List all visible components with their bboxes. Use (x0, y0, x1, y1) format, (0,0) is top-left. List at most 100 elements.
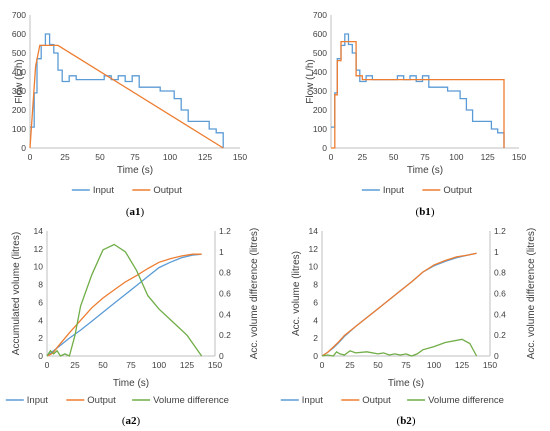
y-tick-label: 4 (313, 315, 318, 325)
caption-label: b2 (400, 415, 412, 427)
y-tick-label: 12 (34, 244, 44, 254)
legend-label: Output (87, 395, 116, 406)
x-axis-title: Time (s) (407, 165, 443, 176)
y2-tick-label: 1 (494, 247, 499, 257)
y-tick-label: 300 (313, 86, 327, 96)
y-tick-label: 6 (313, 297, 318, 307)
y2-tick-label: 0.2 (219, 330, 231, 340)
x-tick-label: 125 (198, 152, 212, 162)
legend-label: Input (383, 185, 404, 196)
x-tick-label: 25 (60, 152, 70, 162)
y-tick-label: 14 (309, 226, 319, 236)
y-tick-label: 10 (34, 262, 44, 272)
y-axis-title: Flow (L/h) (305, 59, 316, 103)
y-tick-label: 4 (38, 315, 43, 325)
panel-caption: (b1) (416, 206, 435, 218)
series-line-output (321, 252, 477, 357)
x-tick-label: 150 (233, 152, 247, 162)
y2-tick-label: 0.4 (219, 309, 231, 319)
y-tick-label: 0 (322, 143, 327, 153)
series-line-volume-difference (46, 243, 203, 357)
legend: Input Output (71, 185, 182, 196)
chart-b1: 0 25 50 75 100 125 150 0 100 200 300 400 500 600 700 Ti… (305, 10, 526, 218)
y-tick-label: 500 (12, 48, 26, 58)
y-axis-title: Flow (L/h) (14, 59, 25, 103)
y2-tick-label: 0 (494, 351, 499, 361)
y-tick-label: 100 (313, 124, 327, 134)
x-tick-label: 0 (45, 360, 50, 370)
y2-tick-label: 1 (219, 247, 224, 257)
y-tick-label: 0 (21, 143, 26, 153)
x-tick-label: 125 (455, 360, 469, 370)
legend-label: Input (27, 395, 48, 406)
x-tick-label: 25 (70, 360, 80, 370)
caption-close-paren: ) (412, 415, 416, 427)
x-tick-label: 75 (420, 152, 430, 162)
y2-tick-label: 0.2 (494, 330, 506, 340)
y-tick-label: 8 (38, 280, 43, 290)
y-tick-label: 400 (313, 67, 327, 77)
y2-tick-label: 0.8 (494, 268, 506, 278)
legend-label: Input (93, 185, 114, 196)
x-tick-label: 125 (481, 152, 495, 162)
y-tick-label: 12 (309, 244, 319, 254)
y-axis-title: Accumulated volume (litres) (11, 232, 22, 355)
y2-axis-title: Acc. volume difference (litres) (249, 228, 260, 360)
legend: Input Output Volume difference (280, 395, 504, 406)
y2-tick-label: 0.4 (494, 309, 506, 319)
caption-close-paren: ) (137, 415, 141, 427)
series-line-output (29, 44, 224, 149)
y-tick-label: 700 (12, 10, 26, 20)
x-tick-label: 100 (163, 152, 177, 162)
y2-tick-label: 0 (219, 351, 224, 361)
chart-a1: 0 25 50 75 100 125 150 0 100 200 300 400 500 600 700 Ti… (12, 10, 248, 218)
x-tick-label: 150 (512, 152, 526, 162)
x-tick-label: 100 (152, 360, 166, 370)
series-line-input (331, 33, 505, 148)
y2-tick-label: 1.2 (494, 226, 506, 236)
x-tick-label: 75 (126, 360, 136, 370)
y2-tick-label: 1.2 (219, 226, 231, 236)
panel-caption: (b2) (397, 415, 416, 427)
y2-tick-label: 0.8 (219, 268, 231, 278)
caption-open-paren: ( (397, 415, 401, 427)
chart-b2: 0 25 50 75 100 125 1500246810121400.20.40.60.8… (280, 226, 537, 427)
caption-open-paren: ( (122, 415, 126, 427)
y2-tick-label: 0.6 (219, 289, 231, 299)
caption-label: a2 (126, 415, 138, 427)
x-tick-label: 100 (449, 152, 463, 162)
caption-open-paren: ( (126, 206, 130, 218)
y2-tick-label: 0.6 (494, 289, 506, 299)
legend-label: Output (443, 185, 472, 196)
y2-axis-title: Acc. volume difference (litres) (526, 228, 537, 360)
y-tick-label: 200 (12, 105, 26, 115)
legend-label: Output (362, 395, 391, 406)
x-tick-label: 150 (208, 360, 222, 370)
x-tick-label: 75 (401, 360, 411, 370)
y-tick-label: 2 (313, 333, 318, 343)
y-tick-label: 8 (313, 280, 318, 290)
panel-caption: (a2) (122, 415, 141, 427)
chart-a2: 0 25 50 75 100 125 1500246810121400.20.40.60.8… (5, 226, 260, 427)
y-tick-label: 700 (313, 10, 327, 20)
y-tick-label: 10 (309, 262, 319, 272)
x-tick-label: 50 (98, 360, 108, 370)
caption-label: b1 (419, 206, 431, 218)
x-tick-label: 50 (389, 152, 399, 162)
y-tick-label: 600 (313, 29, 327, 39)
series-line-input (46, 253, 202, 357)
x-tick-label: 50 (95, 152, 105, 162)
y-tick-label: 100 (12, 124, 26, 134)
legend-label: Output (153, 185, 182, 196)
y-axis-title: Acc. volume (litres) (291, 251, 302, 336)
x-axis-title: Time (s) (117, 165, 153, 176)
legend-label: Input (302, 395, 323, 406)
x-axis-title: Time (s) (113, 378, 149, 389)
x-tick-label: 50 (373, 360, 383, 370)
caption-close-paren: ) (141, 206, 145, 218)
caption-label: a1 (130, 206, 141, 218)
y-tick-label: 300 (12, 86, 26, 96)
x-axis-title: Time (s) (388, 378, 424, 389)
caption-close-paren: ) (431, 206, 435, 218)
